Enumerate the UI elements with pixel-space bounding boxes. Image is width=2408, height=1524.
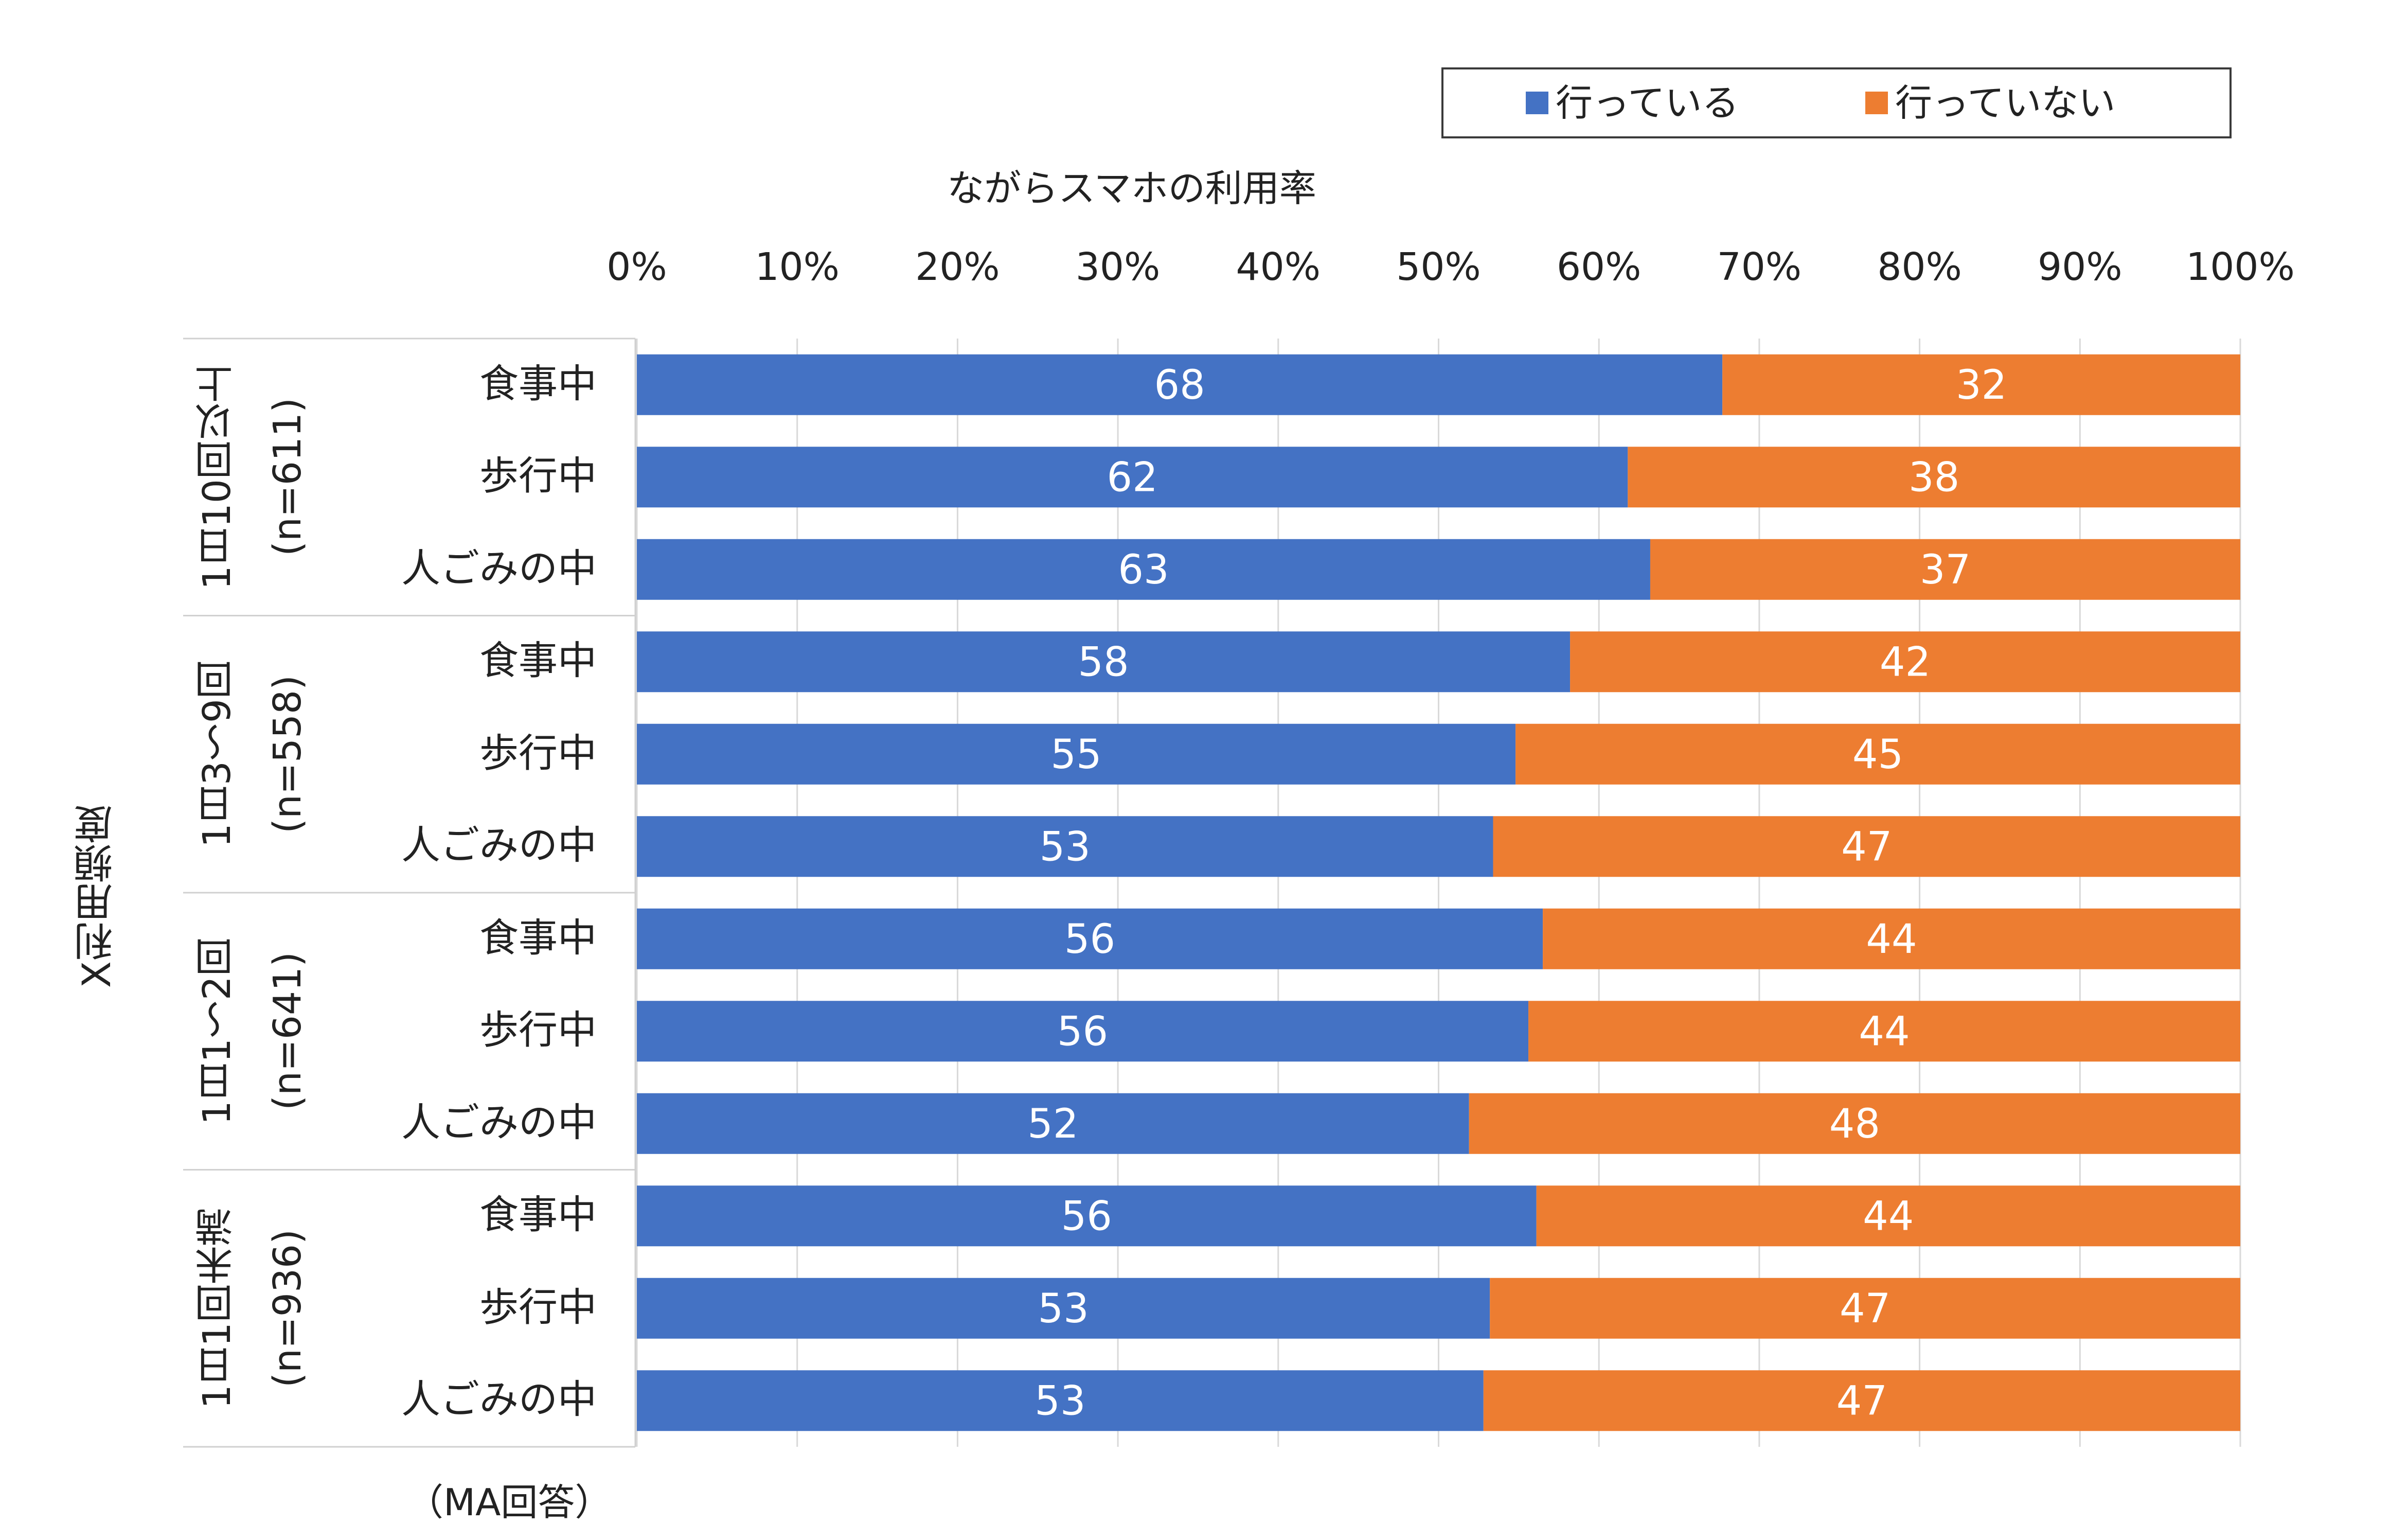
data-label: 45 <box>1852 732 1903 778</box>
bar-doing <box>637 1278 1490 1339</box>
category-label: 人ごみの中 <box>401 545 597 591</box>
bar-doing <box>637 1001 1529 1062</box>
bar-not-doing <box>1628 447 2240 508</box>
footnote: （MA回答） <box>406 1481 612 1524</box>
data-label: 53 <box>1038 1286 1089 1332</box>
data-label: 55 <box>1050 732 1101 778</box>
category-label: 歩行中 <box>479 1007 597 1053</box>
category-label: 歩行中 <box>479 1284 597 1330</box>
data-label: 68 <box>1154 362 1205 409</box>
bar-not-doing <box>1469 1093 2240 1154</box>
group-label: 1日1回未満 <box>195 1208 239 1409</box>
bar-doing <box>637 631 1571 693</box>
category-label: 食事中 <box>479 360 597 406</box>
category-label: 人ごみの中 <box>401 1099 597 1145</box>
data-label: 44 <box>1866 916 1917 963</box>
data-label: 63 <box>1118 547 1169 593</box>
x-tick-label: 10% <box>755 245 840 289</box>
data-label: 47 <box>1840 1286 1890 1332</box>
data-label: 62 <box>1107 454 1158 501</box>
category-label: 食事中 <box>479 914 597 961</box>
data-label: 56 <box>1057 1008 1108 1055</box>
x-tick-label: 30% <box>1075 245 1161 289</box>
data-label: 56 <box>1064 916 1115 963</box>
bar-doing <box>637 723 1516 785</box>
bar-not-doing <box>1515 723 2240 785</box>
bar-doing <box>637 1370 1484 1431</box>
group-sample-size: (n=611) <box>265 398 310 557</box>
group-label: 1日10回以上 <box>195 364 239 590</box>
bar-doing <box>637 908 1543 969</box>
group-label: 1日1～2回 <box>195 937 239 1125</box>
data-label: 56 <box>1061 1193 1112 1239</box>
group-label: 1日3～9回 <box>195 661 239 848</box>
category-label: 歩行中 <box>479 453 597 499</box>
bar-not-doing <box>1570 631 2240 693</box>
data-label: 44 <box>1859 1008 1910 1055</box>
x-tick-label: 40% <box>1236 245 1321 289</box>
group-sample-size: (n=558) <box>265 675 310 834</box>
bar-doing <box>637 1093 1469 1154</box>
x-tick-label: 60% <box>1556 245 1642 289</box>
x-axis-title: ながらスマホの利用率 <box>947 167 1316 210</box>
legend: 行っている 行っていない <box>1441 67 2232 138</box>
bar-not-doing <box>1722 354 2240 415</box>
x-tick-label: 50% <box>1396 245 1481 289</box>
x-tick-label: 90% <box>2038 245 2122 289</box>
data-label: 38 <box>1908 454 1959 501</box>
group-sample-size: (n=641) <box>265 952 310 1111</box>
data-label: 37 <box>1920 547 1971 593</box>
x-tick-label: 70% <box>1717 245 1802 289</box>
data-label: 53 <box>1040 824 1091 870</box>
category-label: 歩行中 <box>479 730 597 776</box>
data-label: 47 <box>1841 824 1892 870</box>
gridlines <box>636 339 2241 1447</box>
legend-swatch-doing <box>1526 92 1548 114</box>
data-labels: 68 32 62 38 63 37 58 42 55 45 53 47 56 44 56 44 52 48 56 44… <box>1027 362 2007 1425</box>
data-label: 44 <box>1863 1193 1914 1239</box>
data-label: 52 <box>1027 1101 1078 1147</box>
category-label: 食事中 <box>479 1192 597 1238</box>
data-label: 32 <box>1956 362 2007 409</box>
bar-not-doing <box>1493 816 2240 877</box>
legend-swatch-not-doing <box>1865 92 1888 114</box>
bar-doing <box>637 447 1628 508</box>
category-label: 食事中 <box>479 637 597 684</box>
category-label: 人ごみの中 <box>401 1376 597 1423</box>
category-frame <box>183 338 636 1448</box>
y-axis-title: X利用頻度 <box>74 805 119 988</box>
bar-not-doing <box>1528 1001 2240 1062</box>
data-label: 42 <box>1880 639 1931 685</box>
bar-not-doing <box>1490 1278 2240 1339</box>
data-label: 58 <box>1078 639 1129 685</box>
bar-doing <box>637 354 1723 415</box>
data-label: 53 <box>1034 1378 1085 1424</box>
legend-item-doing: 行っている <box>1526 69 1739 136</box>
bar-not-doing <box>1650 539 2240 600</box>
category-label: 人ごみの中 <box>401 822 597 869</box>
bar-not-doing <box>1483 1370 2240 1431</box>
bar-not-doing <box>1543 908 2240 969</box>
legend-label-doing: 行っている <box>1556 81 1739 125</box>
bar-doing <box>637 816 1493 877</box>
group-sample-size: (n=936) <box>265 1229 310 1388</box>
legend-item-not-doing: 行っていない <box>1865 69 2115 136</box>
bar-doing <box>637 1185 1537 1247</box>
bars <box>637 354 2240 1431</box>
bar-not-doing <box>1536 1185 2240 1247</box>
legend-label-not-doing: 行っていない <box>1895 81 2116 125</box>
data-label: 48 <box>1829 1101 1880 1147</box>
data-label: 47 <box>1836 1378 1887 1424</box>
x-tick-label: 100% <box>2186 245 2295 289</box>
bar-doing <box>637 539 1650 600</box>
x-tick-label: 0% <box>607 245 667 289</box>
x-tick-label: 20% <box>915 245 1000 289</box>
x-tick-label: 80% <box>1877 245 1962 289</box>
